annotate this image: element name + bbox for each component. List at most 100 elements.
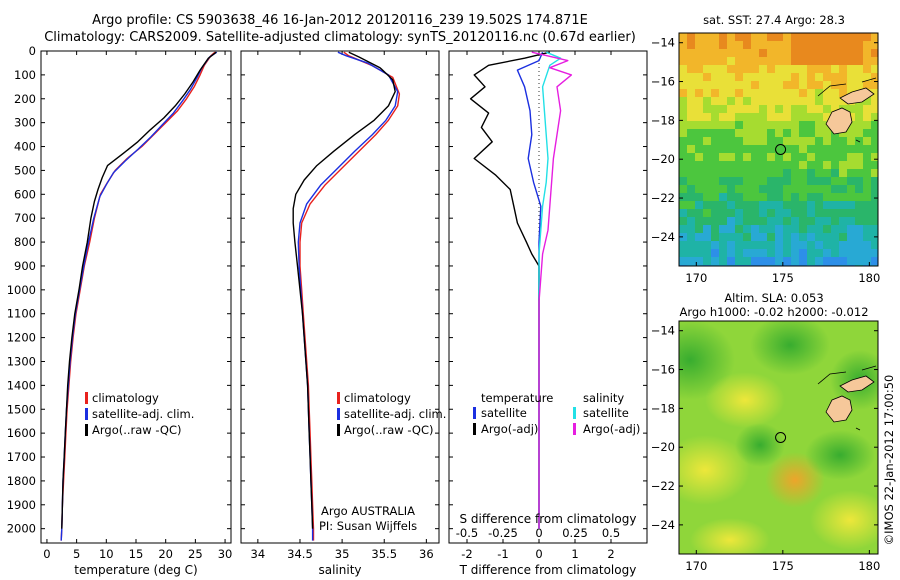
sst-cell [703, 33, 711, 41]
sst-cell [679, 225, 687, 233]
sst-cell [751, 89, 759, 97]
sst-cell [679, 193, 687, 201]
depth-tick-label: 1600 [7, 426, 36, 440]
sst-cell [703, 137, 711, 145]
sst-cell [775, 113, 783, 121]
sst-cell [711, 185, 719, 193]
sst-cell [687, 73, 695, 81]
sst-cell [687, 65, 695, 73]
sst-cell [767, 113, 775, 121]
sst-cell [783, 249, 791, 257]
sst-cell [759, 57, 767, 65]
sst-cell [703, 201, 711, 209]
sst-cell [783, 33, 791, 41]
sst-cell [703, 41, 711, 49]
sst-cell [807, 49, 815, 57]
sst-cell [815, 41, 823, 49]
sst-cell [679, 49, 687, 57]
sst-cell [815, 49, 823, 57]
sst-cell [855, 249, 863, 257]
sst-map-lon-label: 175 [772, 271, 794, 285]
sst-cell [847, 145, 855, 153]
sst-cell [799, 121, 807, 129]
sst-cell [687, 105, 695, 113]
depth-tick-label: 500 [14, 163, 36, 177]
sst-cell [839, 201, 847, 209]
sst-cell [735, 137, 743, 145]
depth-tick-label: 300 [14, 116, 36, 130]
sst-cell [839, 57, 847, 65]
sst-cell [855, 73, 863, 81]
sla-map-lat-label: −22 [651, 479, 675, 493]
sst-cell [687, 129, 695, 137]
sst-cell [743, 129, 751, 137]
sst-cell [695, 153, 703, 161]
sst-cell [847, 249, 855, 257]
sst-cell [831, 233, 839, 241]
sst-cell [735, 161, 743, 169]
sst-cell [727, 233, 735, 241]
sst-cell [783, 241, 791, 249]
legend-swatch-t-satellite [473, 407, 476, 419]
sst-cell [791, 41, 799, 49]
sst-cell [695, 185, 703, 193]
sst-cell [711, 225, 719, 233]
sst-cell [823, 145, 831, 153]
sst-cell [783, 129, 791, 137]
sst-cell [799, 145, 807, 153]
sst-cell [767, 129, 775, 137]
sst-cell [727, 201, 735, 209]
sst-cell [831, 153, 839, 161]
sst-cell [687, 193, 695, 201]
sst-cell [727, 217, 735, 225]
sst-cell [807, 145, 815, 153]
sst-cell [775, 161, 783, 169]
sst-cell [815, 209, 823, 217]
sst-map-lat-label: −24 [651, 230, 675, 244]
sst-cell [767, 153, 775, 161]
sst-cell [831, 49, 839, 57]
sst-cell [855, 169, 863, 177]
sst-cell [855, 33, 863, 41]
sst-cell [863, 121, 871, 129]
sla-map-axes: 170 175 180 −14 −16 −18 −20 −22 −24 [651, 324, 881, 573]
sst-cell [735, 145, 743, 153]
sst-cell [791, 145, 799, 153]
sla-blob-4 [705, 372, 785, 428]
sst-cell [791, 217, 799, 225]
sst-cell [775, 217, 783, 225]
legend-header-temperature: temperature [481, 391, 553, 405]
sst-cell [767, 137, 775, 145]
sst-cell [679, 57, 687, 65]
sst-cell [815, 57, 823, 65]
sst-cell [703, 193, 711, 201]
sst-cell [711, 201, 719, 209]
sst-cell [863, 153, 871, 161]
sst-cell [847, 81, 855, 89]
sst-cell [775, 145, 783, 153]
sst-cell [823, 233, 831, 241]
sst-cell [719, 241, 727, 249]
sst-cell [863, 57, 871, 65]
header-line-1: Argo profile: CS 5903638_46 16-Jan-2012 … [92, 13, 588, 28]
sst-cell [695, 113, 703, 121]
sst-cell [871, 201, 878, 209]
argo-position-marker [775, 432, 787, 443]
sst-cell [743, 257, 751, 265]
sst-cell [687, 169, 695, 177]
sst-cell [799, 233, 807, 241]
sst-cell [815, 225, 823, 233]
sst-cell [855, 41, 863, 49]
sst-cell [703, 209, 711, 217]
t-difference-tick-label: 0 [535, 547, 542, 561]
sst-cell [695, 41, 703, 49]
argo-position-marker [775, 144, 787, 155]
s-difference-tick-label: -0.5 [456, 526, 478, 540]
sst-cell [847, 241, 855, 249]
sst-cell [743, 57, 751, 65]
sst-cell [711, 33, 719, 41]
sst-cell [719, 105, 727, 113]
sst-cell [767, 121, 775, 129]
sst-cell [815, 233, 823, 241]
sst-cell [791, 161, 799, 169]
